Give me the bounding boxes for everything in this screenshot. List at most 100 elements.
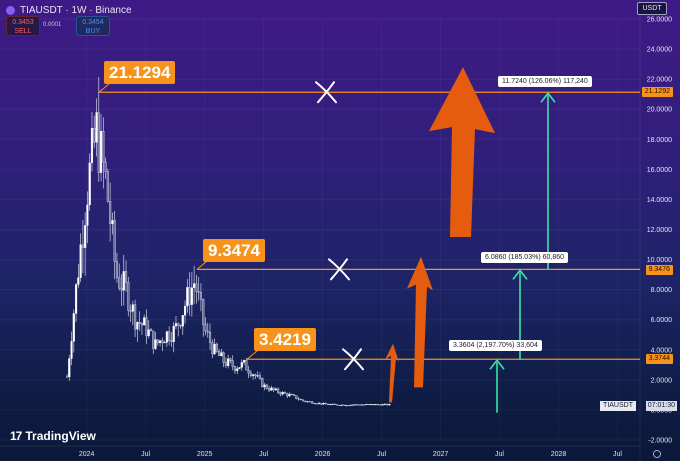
candle-body [113,220,116,262]
candle-body [383,403,386,405]
y-tick-label: 24.0000 [647,47,672,54]
candle-body [267,388,271,391]
y-tick-label: 6.0000 [651,317,673,324]
candle-body [272,387,275,391]
price-tag-low: 3.3744 [645,354,673,364]
candles [65,77,391,407]
candle-body [363,404,366,406]
candle-body [356,404,359,406]
candle-body [131,304,134,312]
candle-body [102,131,105,163]
candle-body [86,204,89,226]
candle-body [386,403,389,406]
y-tick-label: 26.0000 [647,17,672,24]
candle-body [258,375,262,379]
candle-body [233,366,237,371]
y-tick-label: 12.0000 [647,227,672,234]
candle-body [81,244,84,248]
candle-body [315,403,318,405]
candle-body [138,322,141,324]
buy-button[interactable]: 0.3454 BUY [76,16,110,36]
x-tick-label: Jul [613,451,622,458]
candle-body [283,392,286,394]
candle-body [247,369,250,374]
tradingview-logo: 17 TradingView [10,429,96,443]
candle-body [281,392,284,395]
sell-price: 0.3453 [12,19,34,26]
candle-body [367,404,370,406]
candle-body [186,287,189,307]
y-tick-label: 16.0000 [647,167,672,174]
candle-body [129,310,132,312]
candle-body [95,112,98,143]
candle-body [327,403,330,405]
candle-body [211,342,214,355]
candle-body [202,299,205,325]
currency-selector[interactable]: USDT [637,2,667,15]
candle-body [77,277,80,285]
candle-body [240,362,243,368]
candle-body [379,404,382,406]
candle-body [295,395,298,399]
candle-body [84,225,87,248]
y-tick-label: 20.0000 [647,107,672,114]
symbol-title: TIAUSDT · 1W · Binance [20,4,132,16]
candle-body [245,360,248,371]
price-tag-high: 21.1292 [641,87,673,97]
candle-body [68,358,71,378]
x-tick-label: 2027 [433,451,449,458]
candle-body [261,378,264,388]
settings-icon [653,450,661,458]
forecast-arrow-large [429,67,495,238]
candle-body [236,368,239,371]
grid [0,18,640,441]
x-mark-icon [342,348,364,371]
candle-body [351,404,355,406]
candle-body [213,343,216,355]
candle-body [333,403,336,405]
last-price-symbol: TIAUSDT [600,401,636,411]
candle-body [336,404,339,406]
candle-body [361,404,364,406]
candle-body [311,401,314,404]
candle-body [388,403,391,406]
candle-body [208,332,212,343]
y-tick-label: 8.0000 [651,287,673,294]
x-tick-label: Jul [259,451,268,458]
candle-body [263,384,266,388]
measure-label-top: 11.7240 (126.06%) 117,240 [498,76,592,87]
candle-body [299,399,302,401]
candle-body [120,287,123,291]
measure-arrow-head-icon [512,269,528,280]
candle-body [331,403,334,405]
candle-body [238,367,241,369]
candle-body [156,339,159,344]
candle-body [277,388,280,393]
y-tick-label: -2.0000 [648,438,672,445]
candle-body [372,404,375,406]
candle-body [147,329,150,337]
sell-button[interactable]: 0.3453 SELL [6,16,40,36]
x-mark-icon [328,258,350,281]
candle-body [256,375,259,377]
candle-body [124,271,128,283]
candle-body [317,402,321,404]
candle-body [288,394,291,397]
candle-body [345,405,348,407]
candle-body [252,374,255,377]
candle-body [184,305,187,316]
level-label-mid: 9.3474 [203,239,265,262]
measure-label-mid: 6.0860 (185.03%) 60,860 [481,252,569,263]
candle-body [149,329,153,332]
candle-body [127,282,130,311]
candle-body [75,284,78,314]
measure-arrows [489,91,556,413]
candle-body [308,401,311,403]
candle-body [136,322,139,330]
y-tick-label: 18.0000 [647,137,672,144]
candle-body [111,220,114,224]
candle-body [106,171,109,202]
candle-body [100,131,103,173]
measure-arrow-head-icon [540,91,556,103]
